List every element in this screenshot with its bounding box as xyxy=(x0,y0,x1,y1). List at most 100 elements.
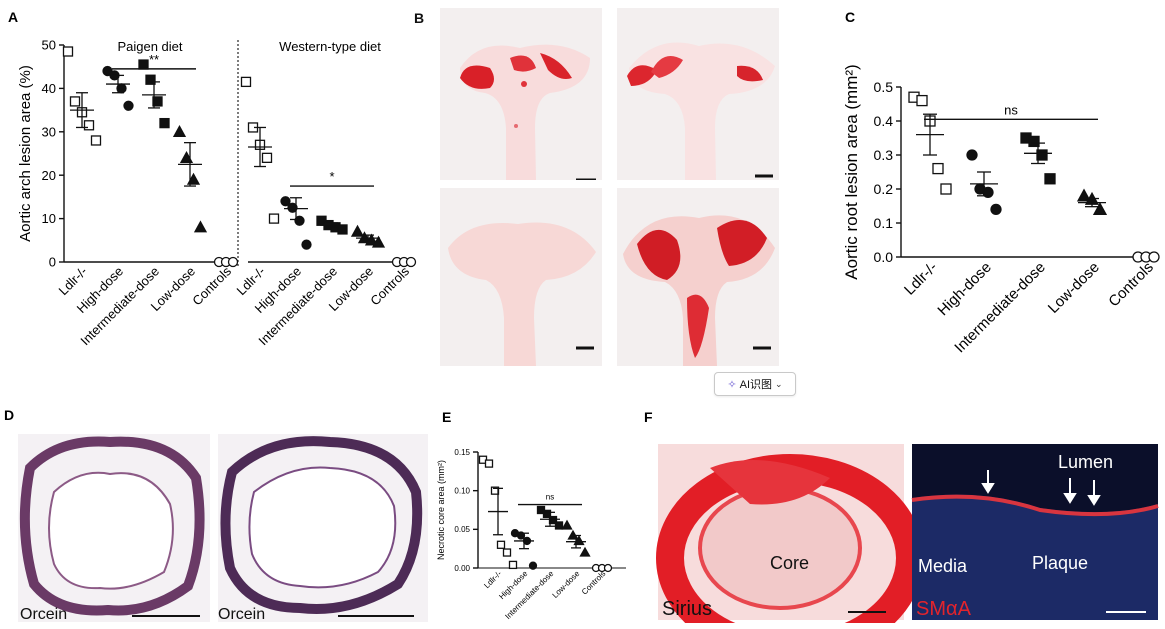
panel-letter-b: B xyxy=(414,10,425,26)
data-point xyxy=(90,135,102,146)
x-tick-label: Ldlr-/- xyxy=(482,569,503,590)
data-point xyxy=(554,521,564,530)
aorta-image-1 xyxy=(440,8,602,180)
significance-label: ns xyxy=(546,493,554,502)
data-point xyxy=(123,100,134,111)
x-tick-label: Ldlr-/- xyxy=(901,259,941,299)
data-point xyxy=(916,94,928,107)
group-title: Paigen diet xyxy=(117,39,182,54)
data-point xyxy=(261,152,273,163)
data-point xyxy=(502,548,512,557)
x-tick-label: Intermediate-dose xyxy=(503,569,555,621)
x-tick-label: Controls xyxy=(367,263,412,308)
y-tick-label: 50 xyxy=(42,38,56,53)
x-tick-label: Controls xyxy=(189,263,234,308)
media-label: Media xyxy=(918,556,968,576)
data-point xyxy=(240,76,252,88)
panel-letter-a: A xyxy=(8,9,18,25)
data-point xyxy=(1028,135,1040,148)
data-point xyxy=(138,59,149,70)
aorta-image-2 xyxy=(617,8,779,180)
data-point xyxy=(405,256,417,268)
data-point xyxy=(280,196,291,207)
y-tick-label: 40 xyxy=(42,81,56,96)
data-point xyxy=(561,519,573,530)
data-point xyxy=(528,561,538,570)
sma-fluorescence-image: Lumen Media Plaque SMαA xyxy=(911,444,1159,620)
y-tick-label: 0.0 xyxy=(874,249,894,265)
significance-label: ns xyxy=(1004,102,1018,117)
sma-caption: SMαA xyxy=(916,598,972,620)
data-point xyxy=(508,560,518,570)
sparkle-icon: ✧ xyxy=(727,378,737,391)
aorta-image-3 xyxy=(440,188,602,366)
data-point xyxy=(496,540,506,549)
y-tick-label: 10 xyxy=(42,211,56,226)
significance-label: * xyxy=(329,169,334,184)
data-point xyxy=(193,220,208,233)
sirius-image: Core Sirius xyxy=(656,444,924,623)
panel-f: F Core Sirius Lumen Media Plaque SMαA xyxy=(644,409,1159,623)
y-axis-label: Aortic arch lesion area (%) xyxy=(17,65,34,242)
data-point xyxy=(371,235,386,248)
plaque-label: Plaque xyxy=(1032,553,1088,573)
y-tick-label: 0.05 xyxy=(454,525,470,534)
data-point xyxy=(301,239,312,250)
y-tick-label: 0.4 xyxy=(874,113,894,129)
y-tick-label: 30 xyxy=(42,124,56,139)
core-label: Core xyxy=(770,553,809,573)
orcein-caption-2: Orcein xyxy=(218,606,265,623)
data-point xyxy=(186,172,201,185)
data-point xyxy=(1148,251,1160,263)
panel-letter-f: F xyxy=(644,409,653,425)
data-point xyxy=(172,124,187,137)
y-tick-label: 0.3 xyxy=(874,147,894,163)
chart-c: C 0.0 0.1 0.2 0.3 0.4 0.5 Aortic root lesion a… xyxy=(842,9,1160,356)
panel-d: D Orcein Orcein xyxy=(4,408,428,623)
x-tick-label: Controls xyxy=(580,569,607,596)
sirius-caption: Sirius xyxy=(662,598,712,620)
ai-image-recognition-button[interactable]: ✧ AI识图 ⌄ xyxy=(714,372,796,396)
data-point xyxy=(579,546,591,557)
panel-letter-d: D xyxy=(4,408,14,423)
data-point xyxy=(287,202,298,213)
data-point xyxy=(268,213,280,224)
data-point xyxy=(294,215,305,226)
orcein-section-2: Orcein xyxy=(218,434,428,623)
group-title: Western-type diet xyxy=(279,39,381,54)
y-tick-label: 0.2 xyxy=(874,181,894,197)
aorta-image-4 xyxy=(617,188,779,366)
data-point xyxy=(573,535,585,546)
y-axis-label: Aortic root lesion area (mm²) xyxy=(842,64,861,279)
y-tick-label: 0.5 xyxy=(874,79,894,95)
data-point xyxy=(152,96,163,107)
data-point xyxy=(83,120,95,131)
data-point xyxy=(966,149,978,161)
data-point xyxy=(69,96,81,107)
arrow-icon xyxy=(981,470,1101,506)
data-point xyxy=(982,186,994,199)
x-tick-label: Intermediate-dose xyxy=(951,259,1049,357)
orcein-caption-1: Orcein xyxy=(20,606,67,623)
data-point xyxy=(145,74,156,85)
data-point xyxy=(337,224,348,235)
y-tick-label: 0.1 xyxy=(874,215,894,231)
y-tick-label: 20 xyxy=(42,168,56,183)
data-point xyxy=(179,150,194,163)
data-point xyxy=(227,256,239,268)
orcein-section-1: Orcein xyxy=(18,434,210,623)
x-tick-label: Low-dose xyxy=(1045,259,1103,317)
data-point xyxy=(932,162,944,175)
x-tick-label: Controls xyxy=(1105,259,1157,311)
panel-b-letter-wrap: B xyxy=(414,10,434,30)
panel-letter-c: C xyxy=(845,9,855,25)
ai-button-label: AI识图 xyxy=(739,379,773,391)
data-point xyxy=(62,46,74,57)
data-point xyxy=(484,459,494,468)
y-tick-label: 0.10 xyxy=(454,486,470,495)
data-point xyxy=(603,563,613,573)
data-point xyxy=(940,183,952,195)
data-point xyxy=(990,203,1002,216)
lumen-label: Lumen xyxy=(1058,452,1113,472)
data-point xyxy=(159,117,170,129)
